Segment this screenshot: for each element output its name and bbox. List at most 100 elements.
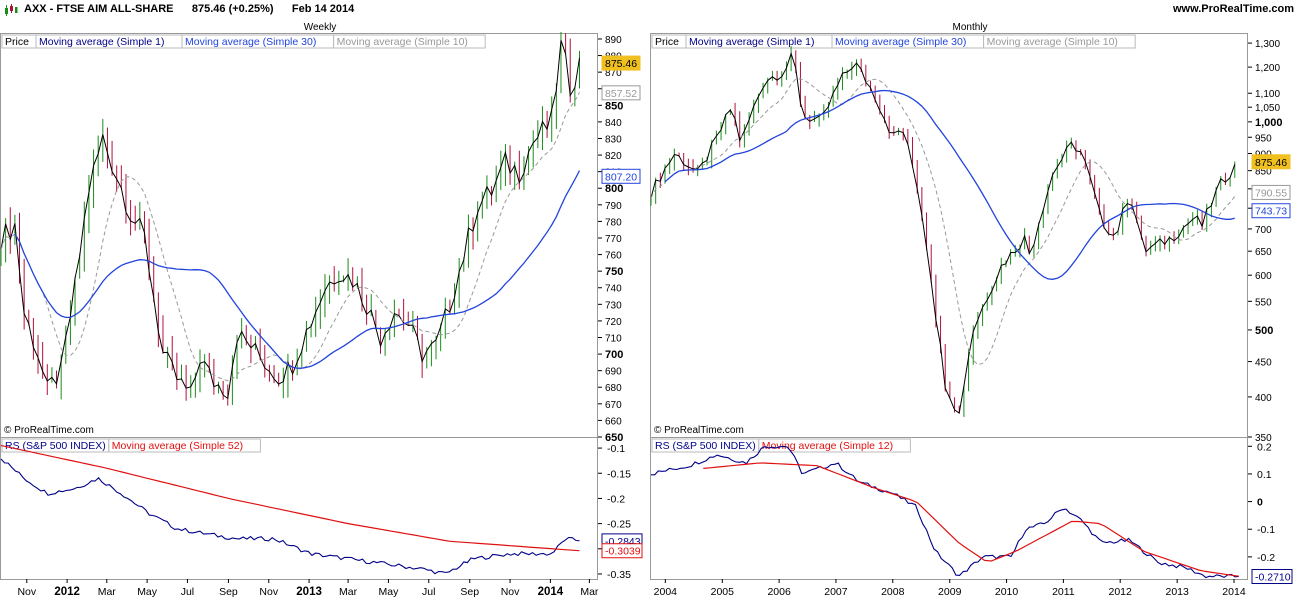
x-tick-label: May: [137, 586, 158, 598]
rs-line: [0, 458, 580, 575]
x-tick-label: 2004: [654, 586, 678, 598]
x-tick-label: 2013: [1165, 586, 1189, 598]
y-tick-label: 690: [605, 367, 622, 378]
y-tick-label: 0.1: [1257, 469, 1272, 481]
legend-entry: Price: [655, 36, 679, 48]
price-tag-label: 857.52: [605, 88, 637, 100]
y-tick-label: 720: [605, 317, 622, 328]
y-tick-label: 730: [605, 300, 622, 311]
legend-entry: Moving average (Simple 30): [835, 36, 966, 48]
rs-value-tag: [601, 543, 643, 559]
y-tick-label: 650: [1255, 247, 1272, 258]
y-tick-label: 450: [1255, 358, 1272, 369]
y-tick-label: 820: [605, 151, 622, 162]
y-tick-label: -0.2: [607, 493, 625, 505]
y-tick-label: 660: [605, 416, 622, 427]
y-tick-label: 770: [605, 234, 622, 245]
y-tick-label: -0.15: [607, 468, 631, 480]
x-tick-label: 2009: [938, 586, 962, 598]
price-tag-label: 743.73: [1255, 206, 1287, 218]
symbol-name: AXX - FTSE AIM ALL-SHARE: [24, 3, 174, 15]
y-tick-label: 0.2: [1257, 441, 1272, 453]
legend-box: [983, 34, 1136, 49]
x-tick-label: 2014: [1222, 586, 1246, 598]
y-tick-label: 1,300: [1255, 39, 1280, 50]
website-link[interactable]: www.ProRealTime.com: [1172, 3, 1294, 15]
legend-entry: Moving average (Simple 52): [112, 440, 243, 452]
quote-date: Feb 14 2014: [291, 3, 355, 15]
x-tick-label: May: [379, 586, 400, 598]
legend-box: [333, 34, 486, 49]
y-tick-label: 1,000: [1255, 117, 1283, 129]
x-tick-label: Mar: [98, 586, 117, 598]
last-price: 875.46: [191, 3, 226, 15]
ma-simple-10-line: [0, 92, 580, 382]
y-tick-label: 1,100: [1255, 89, 1280, 100]
x-tick-label: Nov: [17, 586, 36, 598]
price-tag-label: 790.55: [1255, 187, 1287, 199]
ma-simple-30-line: [14, 170, 581, 369]
y-tick-label: -0.2: [1257, 552, 1275, 564]
rs-line: [651, 445, 1239, 579]
rs-value-tag: [1251, 569, 1293, 585]
y-tick-label: 500: [1255, 325, 1273, 337]
x-tick-label: Sep: [219, 586, 238, 598]
price-tag-ma_short: [1251, 184, 1291, 200]
monthly-period-label: Monthly: [952, 22, 987, 33]
legend-entry: Moving average (Simple 1): [39, 36, 164, 48]
x-tick-label: 2008: [881, 586, 905, 598]
y-tick-label: 400: [1255, 393, 1272, 404]
legend-entry: Moving average (Simple 10): [987, 36, 1118, 48]
x-tick-label: 2013: [296, 586, 322, 598]
ma-simple-1-line: [0, 40, 580, 400]
y-tick-label: 830: [605, 134, 622, 145]
y-tick-label: 850: [1255, 167, 1272, 178]
y-tick-label: 750: [605, 266, 623, 278]
y-tick-label: 670: [605, 400, 622, 411]
rs-moving-average-line: [703, 462, 1239, 577]
price-tag-price: [1251, 154, 1291, 170]
x-tick-label: 2012: [54, 586, 80, 598]
y-tick-label: 870: [605, 68, 622, 79]
y-tick-label: 550: [1255, 297, 1272, 308]
y-tick-label: 1,200: [1255, 63, 1280, 74]
weekly-price-frame: [0, 33, 598, 438]
y-tick-label: 760: [605, 251, 622, 262]
weekly-rs-group: RS (S&P 500 INDEX) Moving average (Simple…: [0, 438, 643, 598]
x-tick-label: Mar: [580, 586, 599, 598]
ma-simple-1-line: [650, 51, 1236, 414]
legend-entry: RS (S&P 500 INDEX): [5, 440, 106, 452]
price-change: (+0.25%): [228, 3, 274, 15]
y-tick-label: 950: [1255, 133, 1272, 144]
x-tick-label: 2006: [767, 586, 791, 598]
rs-value-label: -0.2710: [1255, 572, 1291, 584]
y-tick-label: 350: [1255, 433, 1272, 444]
y-tick-label: 680: [605, 383, 622, 394]
y-tick-label: -0.35: [607, 569, 631, 581]
y-tick-label: 0: [1257, 497, 1263, 509]
x-tick-label: 2014: [538, 586, 564, 598]
weekly-rs-frame: [0, 437, 598, 580]
y-tick-label: 790: [605, 201, 622, 212]
legend-entry: Price: [5, 36, 29, 48]
legend-entry: Moving average (Simple 12): [762, 440, 893, 452]
rs-value-label: -0.3039: [605, 546, 641, 558]
legend-box: [108, 438, 261, 453]
y-tick-label: 700: [1255, 225, 1272, 236]
rs-moving-average-line: [0, 445, 580, 552]
monthly-rs-frame: [650, 437, 1248, 580]
legend-entry: Moving average (Simple 1): [689, 36, 814, 48]
legend-box: [758, 438, 911, 453]
y-tick-label: 740: [605, 284, 622, 295]
monthly-price-frame: [650, 33, 1248, 438]
price-tag-label: 875.46: [1255, 157, 1287, 169]
price-tag-label: 875.46: [605, 58, 637, 70]
chart-title: AXX - FTSE AIM ALL-SHARE 875.46 (+0.25%)…: [24, 3, 354, 15]
y-tick-label: 840: [605, 118, 622, 129]
y-tick-label: 850: [605, 100, 623, 112]
y-tick-label: 800: [605, 183, 623, 195]
x-tick-label: Jul: [181, 586, 194, 598]
x-tick-label: 2012: [1109, 586, 1133, 598]
ma-simple-10-line: [650, 78, 1236, 366]
monthly-copyright: © ProRealTime.com: [654, 425, 744, 436]
